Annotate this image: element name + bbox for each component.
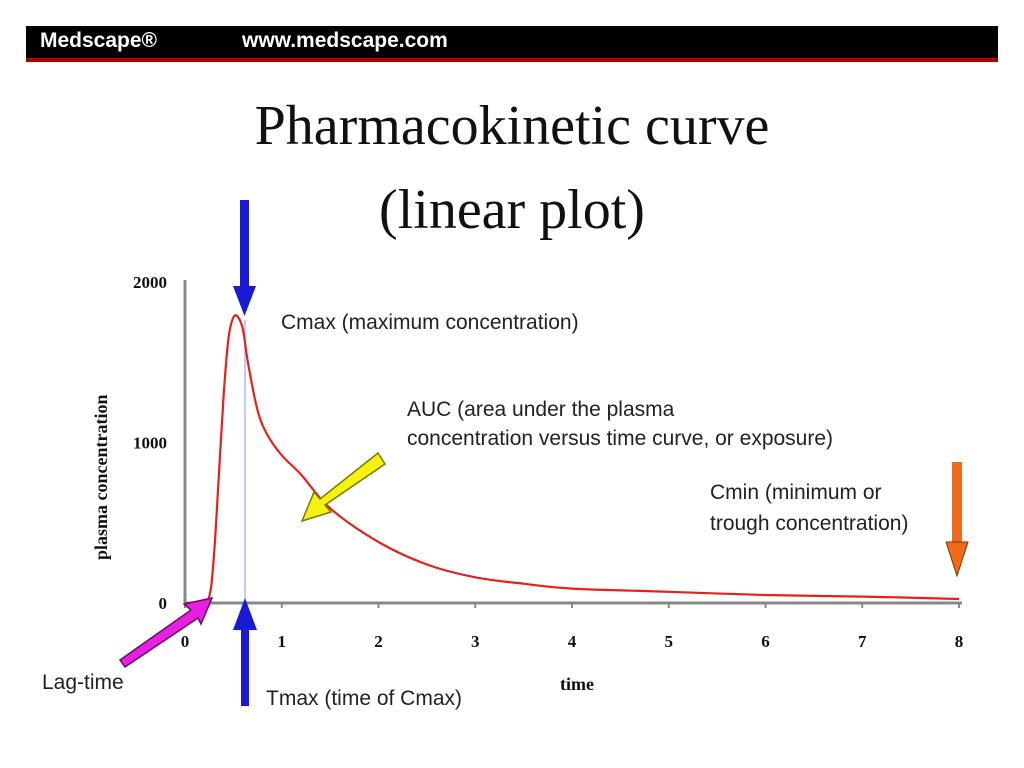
auc-label-line1: AUC (area under the plasma (407, 398, 675, 421)
lag-time-label: Lag-time (42, 671, 124, 694)
site-url: www.medscape.com (242, 29, 448, 52)
cmax-label: Cmax (maximum concentration) (281, 311, 579, 334)
y-tick-label: 2000 (133, 273, 167, 292)
y-tick-label: 0 (159, 594, 168, 613)
y-axis-label: plasma concentration (91, 395, 111, 561)
tmax-label: Tmax (time of Cmax) (266, 687, 462, 710)
concentration-curve (184, 314, 960, 605)
x-tick-label: 8 (955, 632, 964, 651)
x-tick-label: 7 (858, 632, 867, 651)
x-tick-label: 4 (568, 632, 577, 651)
x-tick-label: 1 (278, 632, 287, 651)
tmax-arrow (233, 598, 257, 706)
auc-arrow (300, 451, 387, 523)
header-bar: Medscape® www.medscape.com (26, 26, 998, 62)
x-tick-label: 0 (181, 632, 190, 651)
x-tick-label: 2 (374, 632, 383, 651)
x-tick-label: 3 (471, 632, 480, 651)
x-tick-label: 6 (761, 632, 770, 651)
lag-time-arrow (118, 596, 214, 669)
cmin-arrow (945, 462, 969, 578)
x-axis-label: time (560, 674, 594, 694)
slide-subtitle: (linear plot) (379, 179, 645, 241)
slide-title: Pharmacokinetic curve (254, 95, 770, 157)
cmax-arrow (233, 200, 256, 316)
y-tick-label: 1000 (133, 434, 167, 453)
auc-label-line2: concentration versus time curve, or expo… (407, 427, 833, 450)
brand-name: Medscape® (40, 29, 158, 52)
cmin-label-line2: trough concentration) (710, 512, 908, 535)
cmin-label-line1: Cmin (minimum or (710, 481, 882, 504)
x-tick-label: 5 (665, 632, 674, 651)
